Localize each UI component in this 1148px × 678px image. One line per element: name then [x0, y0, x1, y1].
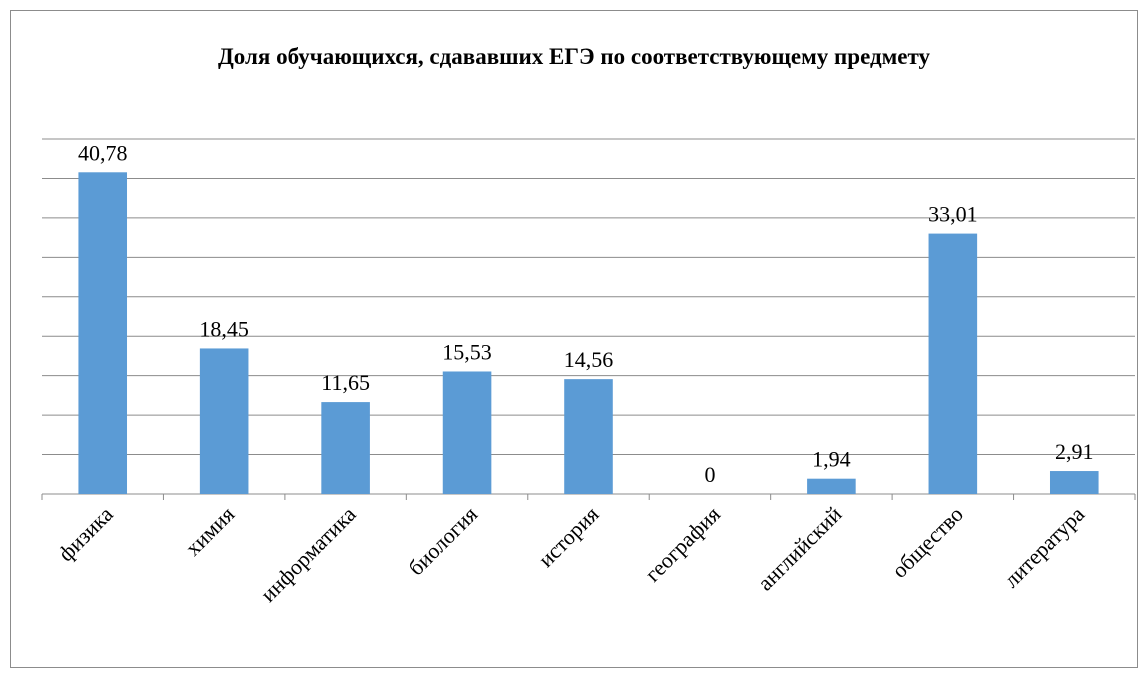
data-label: 2,91 — [1055, 439, 1094, 464]
x-tick-label: география — [640, 501, 725, 586]
bar — [928, 233, 978, 495]
data-label: 0 — [704, 462, 715, 487]
x-tick-label: биология — [403, 501, 482, 580]
data-label: 33,01 — [928, 202, 978, 227]
x-tick-label: литература — [999, 501, 1090, 592]
bar — [442, 371, 492, 494]
bar — [321, 402, 370, 494]
data-label: 18,45 — [199, 316, 249, 341]
x-tick-label: информатика — [255, 501, 360, 606]
data-label: 11,65 — [321, 370, 370, 395]
bar — [807, 478, 856, 494]
bar — [78, 172, 128, 494]
x-tick-label: общество — [887, 501, 968, 582]
data-label: 15,53 — [442, 339, 492, 364]
data-label: 14,56 — [564, 347, 614, 372]
data-label: 1,94 — [812, 447, 851, 472]
x-tick-label: физика — [53, 501, 118, 566]
data-label: 40,78 — [78, 140, 128, 165]
chart-title: Доля обучающихся, сдававших ЕГЭ по соотв… — [217, 44, 930, 69]
x-tick-label: химия — [180, 501, 239, 560]
bar — [1049, 471, 1099, 494]
x-tick-label: английский — [752, 501, 846, 595]
bar — [564, 379, 613, 494]
chart-border — [10, 10, 1138, 668]
bar — [199, 348, 249, 494]
x-tick-label: история — [533, 501, 604, 572]
